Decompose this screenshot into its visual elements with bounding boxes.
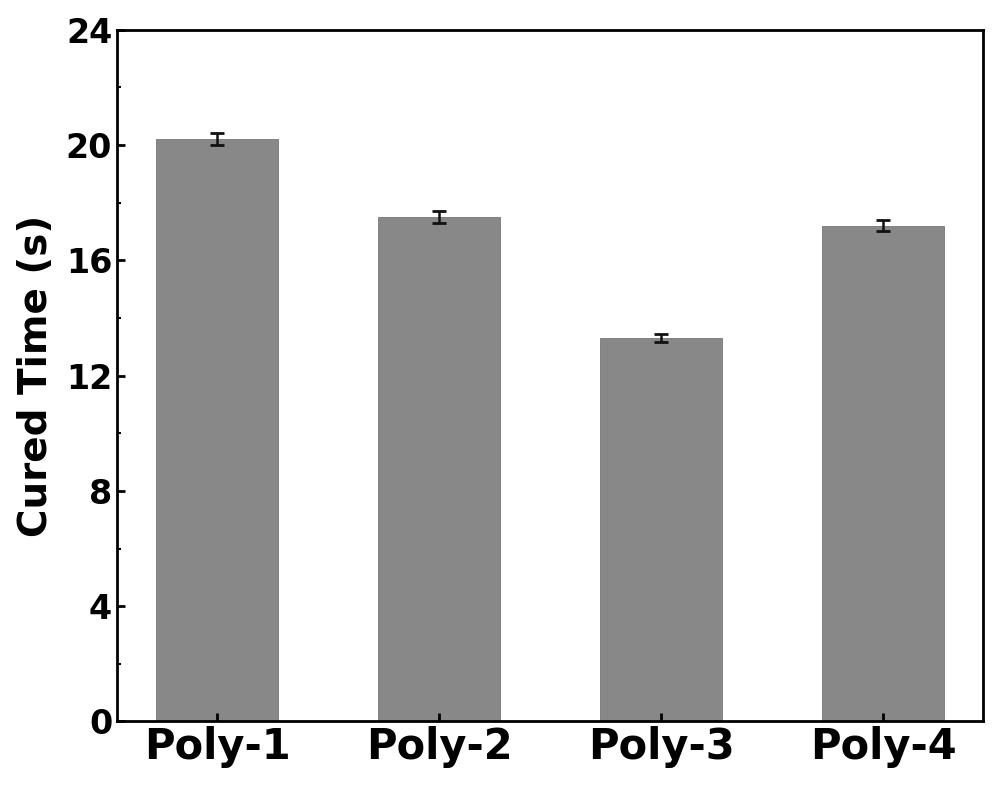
Bar	[378, 217, 500, 721]
Bar	[600, 338, 722, 721]
Bar	[156, 139, 278, 721]
Bar	[822, 225, 944, 721]
Y-axis label: Cured Time (s): Cured Time (s)	[17, 214, 55, 537]
